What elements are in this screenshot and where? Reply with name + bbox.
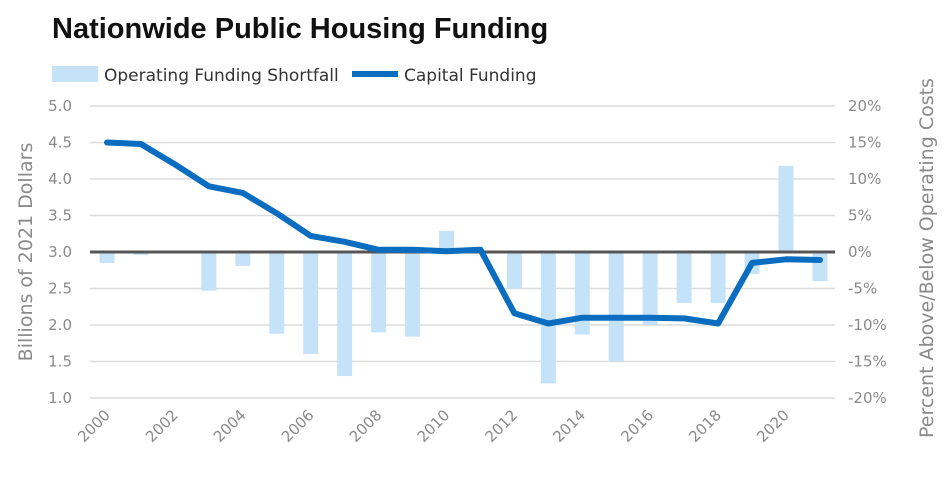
x-axis-ticks: 2000 2002 2004 2006 2008 2010 2012 2014 2016 2018…: [74, 406, 793, 446]
x-tick-label: 2004: [210, 406, 250, 446]
right-tick-label: 5%: [848, 207, 872, 225]
left-tick-label: 4.5: [48, 134, 72, 152]
left-axis-ticks: 1.0 1.5 2.0 2.5 3.0 3.5 4.0 4.5 5.0: [48, 97, 72, 407]
x-tick-label: 2002: [142, 406, 182, 446]
legend-swatch-line: [352, 71, 398, 77]
left-tick-label: 1.5: [48, 353, 72, 371]
bar-2009: [405, 252, 421, 337]
x-tick-label: 2008: [346, 406, 386, 446]
bar-2000: [99, 252, 115, 263]
bar-2014: [574, 252, 590, 335]
x-tick-label: 2016: [617, 406, 657, 446]
bar-2008: [371, 252, 387, 333]
bar-2020: [778, 165, 794, 252]
legend-label-line: Capital Funding: [404, 66, 537, 86]
right-axis-ticks: -20% -15% -10% -5% 0% 5% 10% 15% 20%: [848, 97, 887, 407]
right-tick-label: -15%: [848, 353, 887, 371]
right-tick-label: 20%: [848, 97, 881, 115]
right-tick-label: -5%: [848, 280, 877, 298]
bar-2012: [506, 252, 522, 289]
right-tick-label: 15%: [848, 134, 881, 152]
legend: Operating Funding Shortfall Capital Fund…: [52, 66, 537, 86]
left-tick-label: 3.5: [48, 207, 72, 225]
bar-2017: [676, 252, 692, 304]
right-tick-label: 0%: [848, 243, 872, 261]
x-tick-label: 2000: [74, 406, 114, 446]
legend-label-bar: Operating Funding Shortfall: [104, 66, 339, 86]
bars: [99, 165, 828, 384]
left-tick-label: 2.0: [48, 316, 72, 334]
left-axis-label: Billions of 2021 Dollars: [15, 143, 37, 362]
bar-2016: [642, 252, 658, 325]
left-tick-label: 3.0: [48, 243, 72, 261]
right-tick-label: 10%: [848, 170, 881, 188]
bar-2006: [303, 252, 319, 355]
right-tick-label: -20%: [848, 389, 887, 407]
left-tick-label: 2.5: [48, 280, 72, 298]
x-tick-label: 2010: [414, 406, 454, 446]
legend-swatch-bar: [52, 66, 98, 82]
x-tick-label: 2018: [685, 406, 725, 446]
bar-2007: [337, 252, 353, 377]
bar-2003: [201, 252, 217, 291]
bar-2021: [812, 252, 828, 282]
right-tick-label: -10%: [848, 316, 887, 334]
chart-title: Nationwide Public Housing Funding: [52, 13, 548, 45]
x-tick-label: 2006: [278, 406, 318, 446]
bar-2010: [439, 230, 454, 252]
capital-funding-line: [104, 139, 823, 327]
bar-2005: [269, 252, 285, 334]
left-tick-label: 4.0: [48, 170, 72, 188]
right-axis-label: Percent Above/Below Operating Costs: [916, 78, 938, 438]
left-tick-label: 5.0: [48, 97, 72, 115]
bar-2015: [608, 252, 624, 362]
bar-2004: [235, 252, 251, 266]
left-tick-label: 1.0: [48, 389, 72, 407]
x-tick-label: 2020: [753, 406, 793, 446]
x-tick-label: 2014: [549, 406, 589, 446]
bar-2018: [710, 252, 726, 304]
bar-2013: [540, 252, 556, 384]
x-tick-label: 2012: [481, 406, 521, 446]
